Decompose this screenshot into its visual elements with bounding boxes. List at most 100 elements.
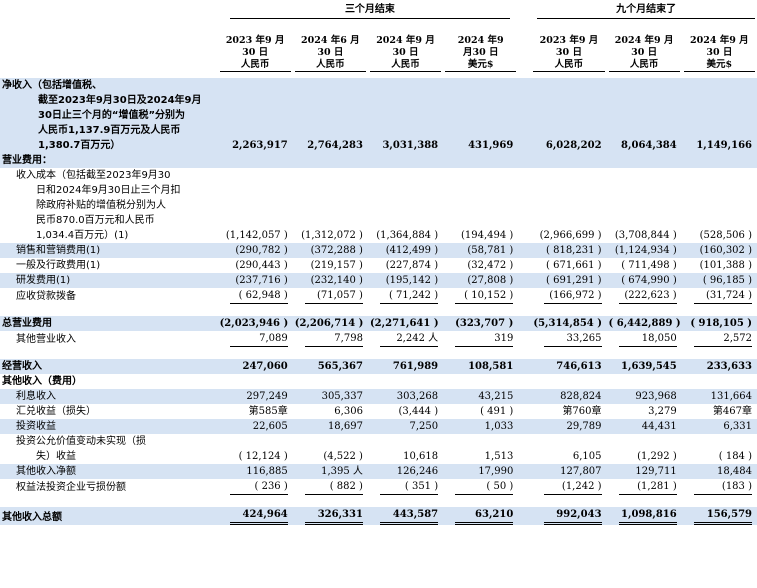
- investment-income-row: 投资收益 22,605 18,697 7,250 1,033 29,789 44,431 6,…: [0, 419, 757, 434]
- total-other-income-value-text: 63,210: [455, 507, 514, 525]
- interest-income-value-text: 303,268: [396, 391, 439, 402]
- fx-gain-value-text: 3,279: [648, 406, 677, 417]
- rnd-expenses-row: 研发费用(1) (237,716 ) (232,140 ) (195,142 ) (27…: [0, 273, 757, 288]
- investment-income-value: 44,431: [606, 419, 682, 434]
- other-operating-income-value: 18,050: [607, 331, 682, 347]
- sales-marketing-expenses-value: ( 818,231 ): [531, 243, 607, 258]
- column-header-3: 2024 年9 月 30 日人民币: [368, 35, 443, 72]
- sales-marketing-expenses-row: 销售和营销费用(1) (290,782 ) (372,288 ) (412,499 )…: [0, 243, 757, 258]
- fx-gain-value: 第467章: [682, 404, 757, 419]
- cost-of-revenue-value-text: (528,506 ): [699, 230, 752, 241]
- net-revenue-value-text: 1,149,166: [696, 140, 752, 151]
- total-operating-expenses-value-text: (2,271,641 ): [369, 318, 439, 329]
- rnd-expenses-label: 研发费用(1): [0, 273, 218, 288]
- period-group-header-row: 三个月结束 九个月结束了: [0, 2, 757, 19]
- other-operating-income-value: 7,089: [218, 331, 293, 347]
- total-other-income-value: 443,587: [367, 507, 444, 525]
- fx-gain-value-text: 第585章: [248, 406, 288, 417]
- loan-provision-value-text: (166,972 ): [543, 288, 602, 304]
- total-other-income-value-text: 1,098,816: [618, 507, 677, 525]
- operating-income-value-text: 108,581: [468, 361, 514, 372]
- loan-provision-value-text: (71,057 ): [304, 288, 363, 304]
- other-operating-income-value-text: 2,572: [694, 331, 752, 347]
- total-other-income-value-text: 326,331: [304, 507, 363, 525]
- other-operating-income-value-text: 2,242 人: [380, 331, 439, 347]
- total-operating-expenses-value: ( 6,442,889 ): [606, 316, 682, 331]
- other-operating-income-label: 其他营业收入: [16, 334, 76, 345]
- total-other-income-value: 63,210: [443, 507, 519, 525]
- column-header-7: 2024 年9 月 30 日美元$: [682, 35, 757, 72]
- equity-method-loss-value-text: ( 50 ): [455, 479, 514, 495]
- equity-method-loss-value: (1,281 ): [607, 479, 682, 495]
- rnd-expenses-value-text: (195,142 ): [385, 275, 439, 286]
- label-line: 1,034.4百万元）(1): [36, 230, 129, 241]
- investment-income-value: 6,331: [681, 419, 757, 434]
- general-admin-expenses-value-text: (227,874 ): [385, 260, 439, 271]
- label-line: 净收入（包括增值税、: [2, 80, 102, 91]
- fx-gain-value-text: 6,306: [334, 406, 363, 417]
- fx-gain-value-text: (3,444 ): [398, 406, 439, 417]
- sales-marketing-expenses-value: (160,302 ): [681, 243, 757, 258]
- unrealized-fair-value-value-text: (4,522 ): [323, 451, 363, 462]
- unrealized-fair-value-value-text: 1,513: [484, 451, 514, 462]
- other-operating-income-value-text: 33,265: [543, 331, 602, 347]
- fx-gain-value-text: 第760章: [562, 406, 602, 417]
- other-income-heading: 其他收入（费用）: [2, 376, 82, 387]
- interest-income-label: 利息收入: [0, 389, 218, 404]
- total-other-income-value: 992,043: [531, 507, 607, 525]
- other-income-net-value-text: 1,395 人: [321, 466, 363, 477]
- interest-income-row: 利息收入 297,249 305,337 303,268 43,215 828,824 92…: [0, 389, 757, 404]
- sales-marketing-expenses-value-text: (58,781 ): [467, 245, 514, 256]
- operating-income-label: 经营收入: [0, 359, 218, 374]
- fx-gain-value: ( 491 ): [443, 404, 518, 419]
- investment-income-value: 18,697: [292, 419, 368, 434]
- column-header-1: 2023 年9 月 30 日人民币: [218, 35, 293, 72]
- rnd-expenses-value-text: (237,716 ): [235, 275, 288, 286]
- other-operating-income-value-text: 319: [455, 331, 514, 347]
- label-line: 民币870.0百万元和人民币: [36, 215, 155, 226]
- equity-method-loss-value: ( 351 ): [368, 479, 443, 495]
- net-revenue-value: 1,149,166: [681, 78, 757, 153]
- unrealized-fair-value-value: ( 184 ): [682, 434, 757, 464]
- general-admin-expenses-value-text: (219,157 ): [310, 260, 363, 271]
- label-line: 1,380.7百万元）: [38, 140, 121, 151]
- sales-marketing-expenses-value-text: (372,288 ): [310, 245, 363, 256]
- total-operating-expenses-value: (5,314,854 ): [531, 316, 607, 331]
- equity-method-loss-value: ( 236 ): [218, 479, 293, 495]
- rnd-expenses-value: (27,808 ): [443, 273, 519, 288]
- column-header-5: 2023 年9 月 30 日人民币: [531, 35, 606, 72]
- sales-marketing-expenses-value: (58,781 ): [443, 243, 519, 258]
- rnd-expenses-value: (237,716 ): [217, 273, 293, 288]
- other-operating-income-row: 其他营业收入 7,089 7,798 2,242 人 319 33,265 18,050 2,…: [0, 331, 757, 347]
- other-income-net-value-text: 18,484: [717, 466, 752, 477]
- interest-income-value-text: 828,824: [560, 391, 602, 402]
- total-other-income-value-text: 424,964: [229, 507, 288, 525]
- loan-provision-row: 应收贷款拨备 ( 62,948 ) (71,057 ) ( 71,242 ) ( 10,…: [0, 288, 757, 304]
- general-admin-expenses-label: 一般及行政费用(1): [16, 260, 101, 271]
- interest-income-value-text: 305,337: [321, 391, 363, 402]
- net-revenue-label: 净收入（包括增值税、 截至2023年9月30日及2024年9月 30日止三个月的“增…: [0, 78, 218, 153]
- other-income-net-value-text: 17,990: [478, 466, 514, 477]
- unrealized-fair-value-value-text: ( 12,124 ): [238, 451, 288, 462]
- investment-income-value: 1,033: [443, 419, 519, 434]
- sales-marketing-expenses-label: 销售和营销费用(1): [0, 243, 218, 258]
- total-operating-expenses-value: (2,023,946 ): [217, 316, 293, 331]
- cost-of-revenue-value-text: (1,312,072 ): [301, 230, 363, 241]
- cost-of-revenue-value: (1,312,072 ): [293, 168, 368, 243]
- unrealized-fair-value-value: 1,513: [443, 434, 518, 464]
- net-revenue-value-text: 2,263,917: [232, 140, 288, 151]
- unrealized-fair-value-row: 投资公允价值变动未实现（损 失）收益 ( 12,124 ) (4,522 ) 10,61…: [0, 434, 757, 464]
- total-other-income-value: 1,098,816: [606, 507, 682, 525]
- label-line: 30日止三个月的“增值税”分别为: [38, 110, 186, 121]
- investment-income-value-text: 22,605: [252, 421, 288, 432]
- operating-expenses-heading-row: 营业费用：: [0, 153, 757, 168]
- interest-income-value: 923,968: [606, 389, 682, 404]
- sales-marketing-expenses-value-text: (290,782 ): [235, 245, 288, 256]
- interest-income-value: 131,664: [681, 389, 757, 404]
- cost-of-revenue-value-text: (1,364,884 ): [376, 230, 439, 241]
- operating-income-value: 746,613: [531, 359, 607, 374]
- unrealized-fair-value-value-text: (1,292 ): [637, 451, 677, 462]
- other-operating-income-value-text: 18,050: [618, 331, 677, 347]
- equity-method-loss-value: (1,242 ): [531, 479, 606, 495]
- net-revenue-value: 2,263,917: [217, 78, 293, 153]
